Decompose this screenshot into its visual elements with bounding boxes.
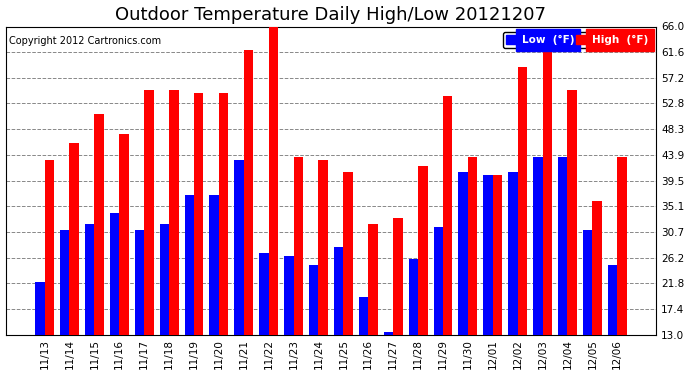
Bar xyxy=(558,157,567,334)
Bar xyxy=(70,143,79,334)
Bar xyxy=(244,50,253,334)
Bar xyxy=(85,224,95,334)
Bar xyxy=(259,253,268,334)
Bar xyxy=(384,332,393,334)
Bar xyxy=(593,201,602,334)
Bar xyxy=(542,47,552,334)
Bar xyxy=(60,230,70,334)
Bar xyxy=(184,195,194,334)
Bar xyxy=(567,90,577,334)
Bar xyxy=(533,157,542,334)
Bar xyxy=(368,224,377,334)
Bar xyxy=(418,166,428,334)
Bar xyxy=(219,93,228,334)
Bar xyxy=(393,218,403,334)
Bar xyxy=(284,256,293,334)
Bar xyxy=(169,90,179,334)
Bar xyxy=(268,27,278,334)
Bar xyxy=(509,172,518,334)
Bar xyxy=(408,259,418,334)
Bar xyxy=(583,230,593,334)
Bar xyxy=(483,175,493,334)
Bar xyxy=(110,213,119,334)
Bar xyxy=(319,160,328,334)
Title: Outdoor Temperature Daily High/Low 20121207: Outdoor Temperature Daily High/Low 20121… xyxy=(115,6,546,24)
Bar xyxy=(468,157,477,334)
Legend: Low  (°F), High  (°F): Low (°F), High (°F) xyxy=(503,32,651,48)
Bar xyxy=(309,265,319,334)
Bar xyxy=(344,172,353,334)
Bar xyxy=(95,114,104,334)
Bar xyxy=(493,175,502,334)
Text: Copyright 2012 Cartronics.com: Copyright 2012 Cartronics.com xyxy=(9,36,161,46)
Bar xyxy=(144,90,154,334)
Bar xyxy=(518,67,527,335)
Bar xyxy=(210,195,219,334)
Bar xyxy=(443,96,453,334)
Bar xyxy=(618,157,627,334)
Bar xyxy=(458,172,468,334)
Bar xyxy=(35,282,45,334)
Bar xyxy=(194,93,204,334)
Bar xyxy=(359,297,368,334)
Bar xyxy=(119,134,129,334)
Bar xyxy=(608,265,618,334)
Bar xyxy=(293,157,303,334)
Bar xyxy=(235,160,244,334)
Bar xyxy=(135,230,144,334)
Bar xyxy=(334,248,344,334)
Bar xyxy=(159,224,169,334)
Bar xyxy=(45,160,54,334)
Bar xyxy=(433,227,443,334)
